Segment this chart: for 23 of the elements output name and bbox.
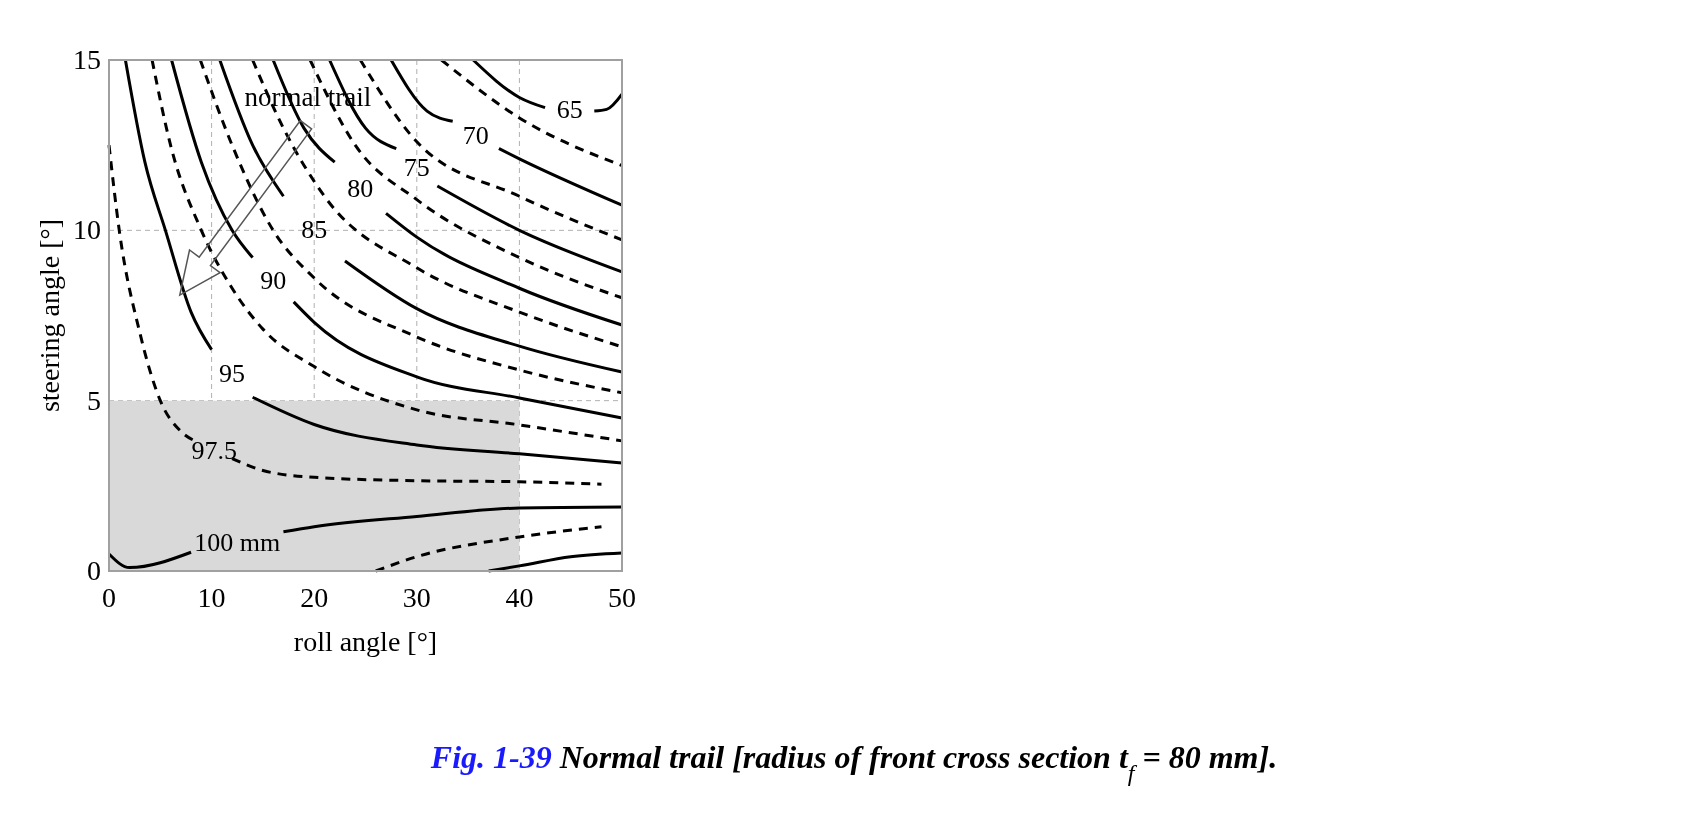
series-label: 85: [301, 214, 328, 244]
x-tick-label: 20: [300, 582, 329, 613]
y-tick-label: 0: [87, 555, 101, 586]
series-label: 75: [403, 153, 430, 183]
x-tick-label: 30: [402, 582, 431, 613]
line-series: [374, 525, 603, 573]
y-tick-label: 15: [73, 44, 101, 75]
line-series: [487, 551, 624, 573]
y-tick-label: 10: [73, 214, 101, 246]
series-label: 70: [462, 120, 489, 150]
series-label: 65: [556, 95, 583, 125]
series-label: 90: [260, 265, 287, 295]
x-tick-label: 10: [197, 582, 226, 613]
x-tick-label: 50: [608, 582, 636, 613]
series-label: 97.5: [191, 436, 237, 466]
series-label: 100 mm: [194, 528, 281, 558]
x-tick-label: 40: [505, 582, 534, 613]
caption: Fig. 1-39 Normal trail [radius of front cross section t$_{f}$ = 80 mm].: [429, 739, 1278, 786]
x-axis-title: roll angle [°]: [293, 626, 438, 657]
y-tick-label: 5: [87, 384, 101, 416]
series-label: 95: [219, 359, 246, 389]
y-axis-title: steering angle [°]: [34, 218, 65, 413]
series-label: 80: [347, 173, 374, 203]
